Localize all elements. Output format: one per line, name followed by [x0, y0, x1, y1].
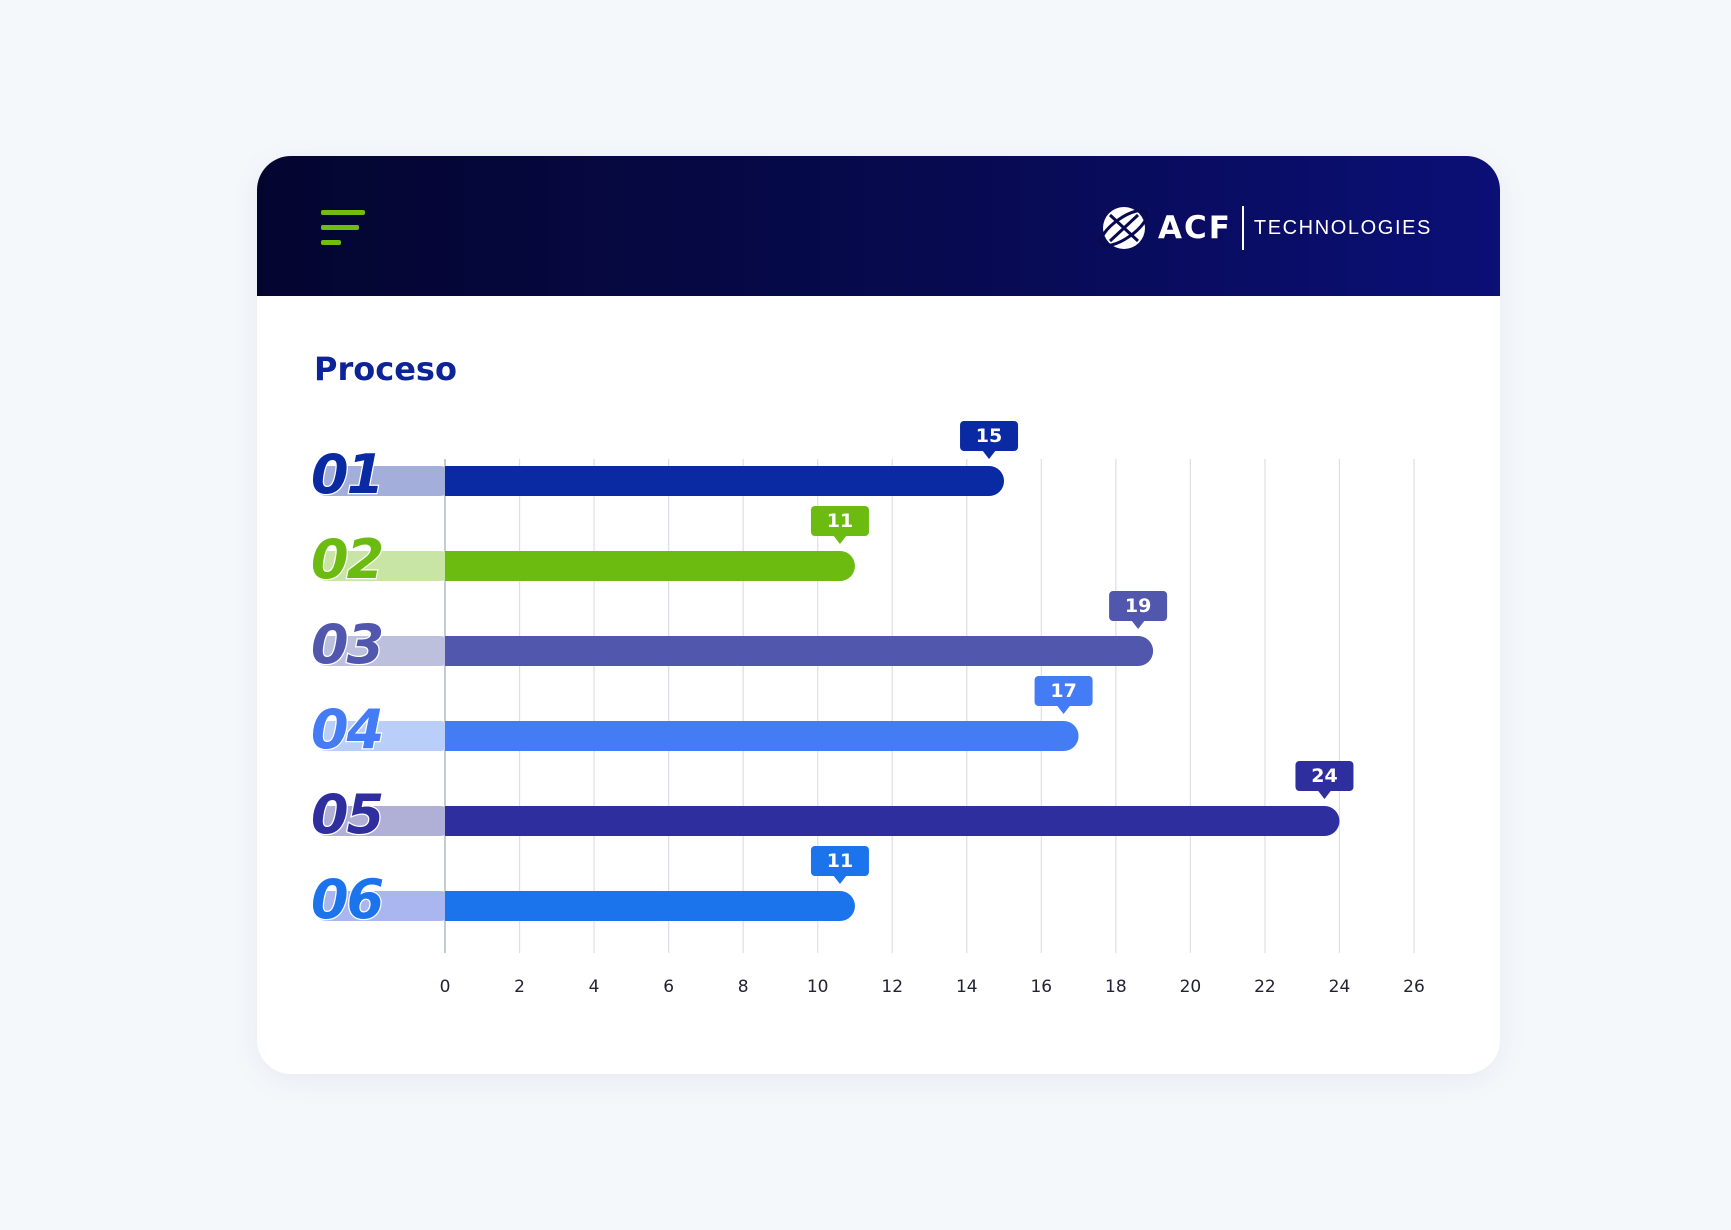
data-label: 11	[827, 510, 853, 532]
x-tick-label: 6	[663, 977, 674, 997]
x-tick-label: 2	[514, 977, 525, 997]
x-tick-label: 12	[881, 977, 903, 997]
bar-track	[312, 891, 455, 921]
bar	[445, 636, 1154, 666]
data-label-pointer	[1056, 705, 1071, 714]
x-tick-label: 14	[956, 977, 978, 997]
data-label: 24	[1311, 765, 1337, 787]
bar	[445, 466, 1005, 496]
process-bar-chart: 0 2 4 6 8 10 12 14 16 18 20 22 24 2601150211031904170…	[310, 421, 1425, 997]
bar	[445, 806, 1340, 836]
x-tick-label: 22	[1254, 977, 1276, 997]
data-label-pointer	[1317, 790, 1332, 799]
data-label: 11	[827, 850, 853, 872]
logo-divider	[1241, 206, 1244, 250]
x-tick-label: 0	[440, 977, 451, 997]
bar	[445, 891, 855, 921]
data-label-bubble	[960, 421, 1019, 451]
bar	[445, 551, 855, 581]
x-tick-label: 16	[1030, 977, 1052, 997]
bar-track	[312, 806, 455, 836]
chart-title: Proceso	[314, 350, 457, 388]
data-label-bubble	[810, 506, 869, 536]
x-tick-label: 18	[1105, 977, 1127, 997]
logo-tagline: TECHNOLOGIES	[1253, 217, 1432, 239]
category-label: 02	[311, 528, 382, 591]
x-tick-label: 10	[807, 977, 829, 997]
category-label: 05	[311, 783, 382, 846]
acf-technologies-logo: ACF TECHNOLOGIES	[1098, 204, 1432, 252]
category-label: 06	[311, 868, 383, 931]
x-tick-label: 26	[1403, 977, 1425, 997]
app-header: ACF TECHNOLOGIES	[257, 156, 1500, 296]
x-tick-label: 4	[589, 977, 600, 997]
data-label-bubble	[1295, 761, 1354, 791]
data-label: 15	[976, 425, 1002, 447]
data-label: 19	[1125, 595, 1151, 617]
data-label-pointer	[1131, 620, 1146, 629]
data-label-pointer	[832, 535, 847, 544]
dashboard-card: ACF TECHNOLOGIES Proceso 0 2 4 6 8 10 12 14 16 18…	[257, 156, 1500, 1074]
data-label-bubble	[1034, 676, 1093, 706]
bar-track	[312, 636, 455, 666]
data-label-pointer	[832, 875, 847, 884]
bar-track	[312, 721, 455, 751]
data-label: 17	[1050, 680, 1076, 702]
hamburger-menu-icon[interactable]	[321, 210, 367, 246]
logo-wordmark: ACF	[1157, 209, 1232, 246]
x-tick-label: 20	[1180, 977, 1202, 997]
bar-track	[312, 466, 455, 496]
globe-orbit-icon	[1099, 207, 1149, 249]
data-label-bubble	[810, 846, 869, 876]
x-tick-label: 24	[1329, 977, 1351, 997]
category-label: 01	[311, 443, 382, 506]
data-label-pointer	[982, 450, 997, 459]
category-label: 03	[311, 613, 382, 676]
bar	[445, 721, 1079, 751]
bar-track	[312, 551, 455, 581]
x-tick-label: 8	[738, 977, 749, 997]
data-label-bubble	[1109, 591, 1168, 621]
category-label: 04	[311, 698, 382, 761]
